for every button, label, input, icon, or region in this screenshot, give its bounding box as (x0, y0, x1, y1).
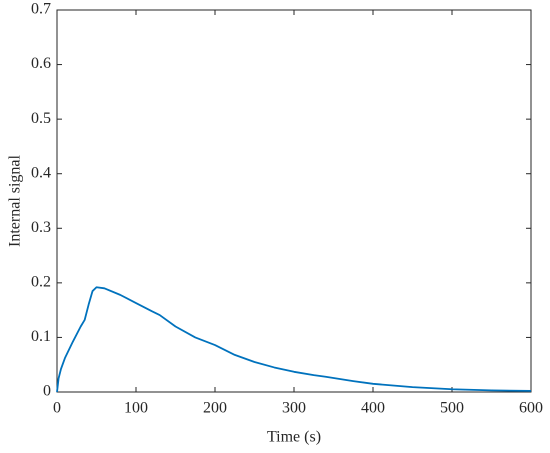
x-tick-label: 600 (519, 400, 543, 417)
y-tick-label: 0 (43, 383, 51, 400)
x-tick-label: 400 (361, 400, 385, 417)
y-tick-label: 0.1 (31, 328, 51, 345)
data-line (56, 286, 532, 393)
x-tick-label: 100 (124, 400, 148, 417)
x-tick-label: 500 (440, 400, 464, 417)
y-axis-label: Internal signal (7, 154, 24, 247)
y-tick-label: 0.6 (31, 55, 51, 72)
y-tick-label: 0.3 (31, 219, 51, 236)
y-tick-label: 0.5 (31, 110, 51, 127)
x-tick-label: 200 (203, 400, 227, 417)
x-tick-label: 300 (282, 400, 306, 417)
x-tick-label: 0 (53, 400, 61, 417)
plot-frame (56, 9, 532, 393)
x-axis-label: Time (s) (267, 429, 321, 446)
y-tick-label: 0.7 (31, 1, 51, 18)
y-tick-label: 0.2 (31, 274, 51, 291)
y-tick-label: 0.4 (31, 164, 51, 181)
